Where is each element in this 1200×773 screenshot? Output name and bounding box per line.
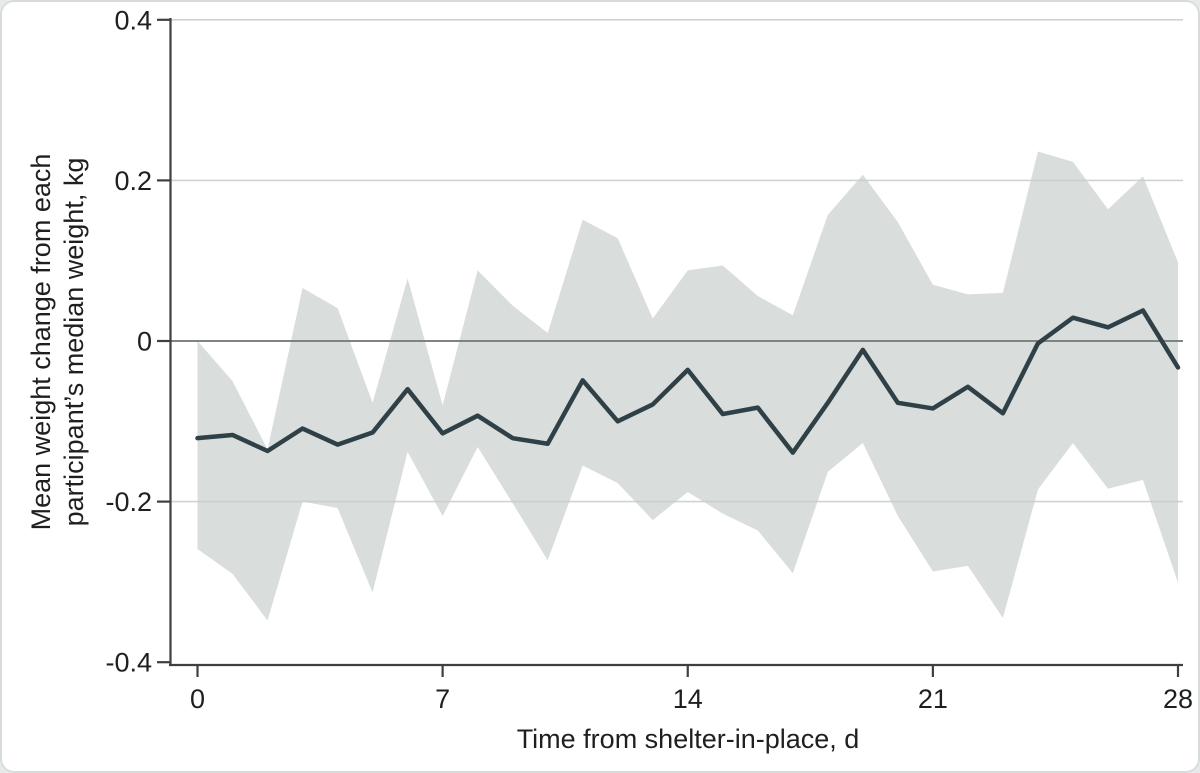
axis-layer (157, 18, 1183, 677)
x-tick-label-21: 21 (918, 684, 948, 714)
y-axis-title-line2: participant’s median weight, kg (59, 158, 89, 527)
x-tick-label-28: 28 (1163, 684, 1193, 714)
y-tick-label--0.2: -0.2 (105, 487, 152, 517)
x-tick-label-14: 14 (673, 684, 703, 714)
x-tick-label-7: 7 (435, 684, 450, 714)
y-tick-label--0.4: -0.4 (105, 648, 152, 678)
mean-weight-line (195, 308, 1181, 455)
x-tick-label-0: 0 (190, 684, 205, 714)
x-axis-title: Time from shelter-in-place, d (517, 724, 860, 754)
y-axis-title: Mean weight change from each participant… (26, 154, 89, 531)
tick-label-layer: 0.4 0.2 0 -0.2 -0.4 0 7 14 21 28 (105, 5, 1193, 714)
gridline-layer (171, 18, 1183, 503)
y-axis-title-line1: Mean weight change from each (26, 154, 56, 531)
y-tick-label-0: 0 (137, 327, 152, 357)
data-series-layer (195, 308, 1181, 455)
y-tick-label-0.2: 0.2 (114, 166, 152, 196)
y-tick-label-0.4: 0.4 (114, 5, 152, 35)
confidence-band-layer (197, 151, 1178, 621)
confidence-band (197, 151, 1178, 621)
